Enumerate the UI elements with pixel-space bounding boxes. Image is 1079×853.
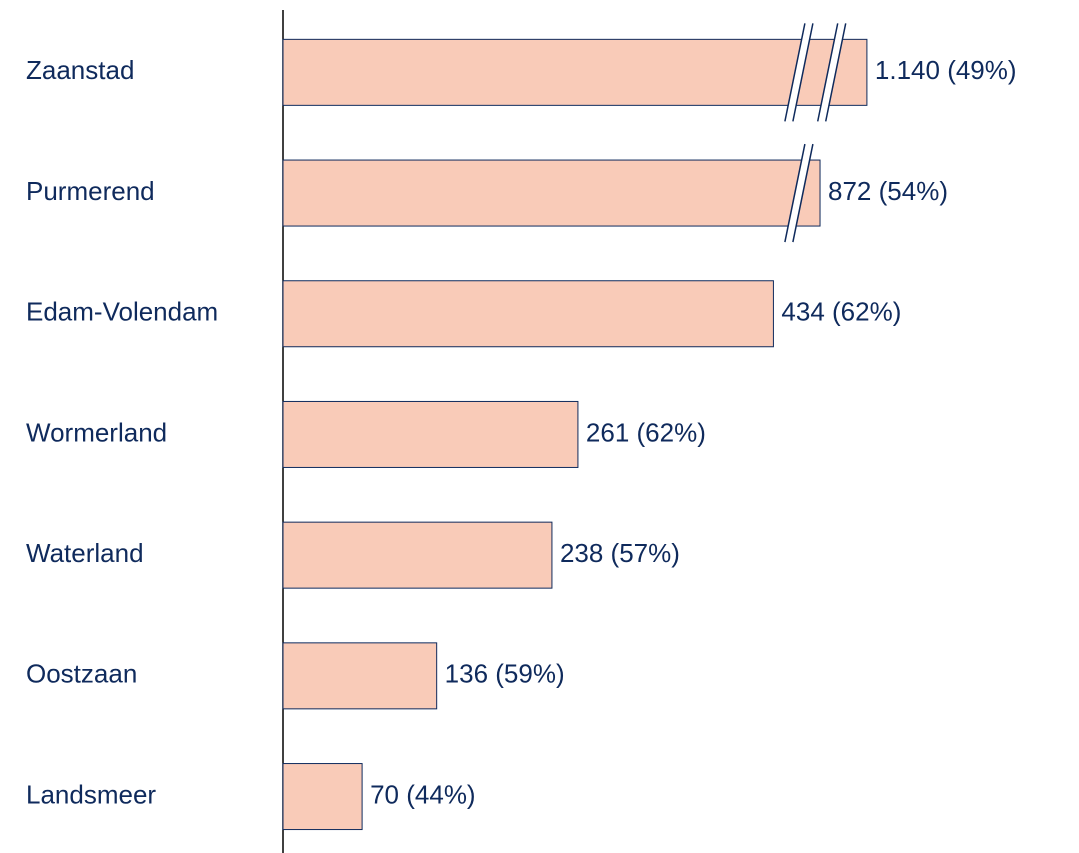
bar (282, 280, 774, 348)
value-label: 70 (44%) (370, 779, 476, 809)
category-label: Edam-Volendam (26, 297, 218, 327)
value-label: 136 (59%) (445, 659, 565, 689)
value-label: 238 (57%) (560, 538, 680, 568)
category-label: Waterland (26, 538, 144, 568)
category-label: Purmerend (26, 176, 155, 206)
axis-break (784, 144, 813, 243)
axis-break (824, 23, 847, 122)
category-label: Oostzaan (26, 659, 137, 689)
value-label: 1.140 (49%) (875, 55, 1017, 85)
axis-break (784, 23, 813, 122)
axis-break (817, 23, 846, 122)
bar (282, 38, 868, 106)
bar (282, 642, 438, 710)
axis-break (784, 23, 806, 122)
axis-break (784, 143, 806, 243)
value-label: 434 (62%) (781, 297, 901, 327)
value-label: 261 (62%) (586, 417, 706, 447)
bar (282, 400, 579, 468)
axis-break (816, 23, 839, 122)
bar (282, 159, 821, 227)
category-label: Wormerland (26, 417, 167, 447)
axis-break (792, 143, 814, 243)
bar (282, 521, 553, 589)
category-label: Landsmeer (26, 779, 156, 809)
axis-break (792, 23, 814, 122)
bar (282, 763, 363, 831)
category-label: Zaanstad (26, 55, 134, 85)
value-label: 872 (54%) (828, 176, 948, 206)
